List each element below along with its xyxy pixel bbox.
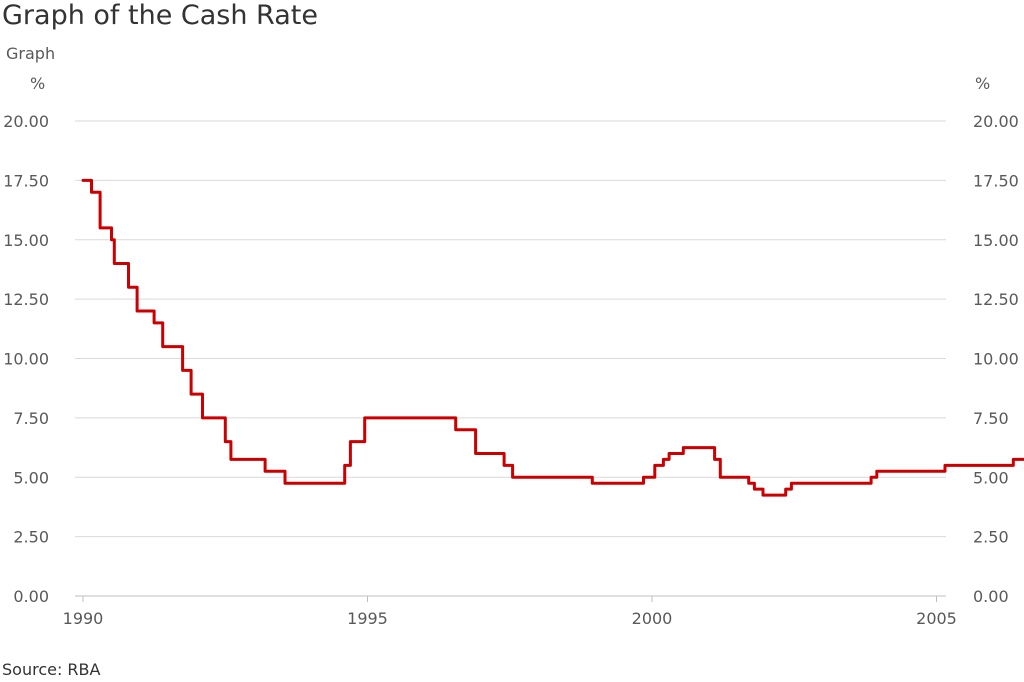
x-tick-label: 1990: [63, 609, 104, 628]
series-line-cash-rate: [81, 178, 1024, 497]
series-layer: [81, 178, 1024, 497]
y-tick-label-left: 0.00: [13, 587, 49, 606]
source-note: Source: RBA: [2, 660, 101, 679]
x-tick-label: 1995: [347, 609, 388, 628]
chart-subtitle: Graph: [6, 44, 56, 63]
chart-title: Graph of the Cash Rate: [2, 0, 318, 31]
y-tick-label-right: 0.00: [973, 587, 1009, 606]
y-tick-label-right: 7.50: [973, 409, 1009, 428]
y-tick-label-left: 5.00: [13, 468, 49, 487]
y-tick-label-right: 2.50: [973, 528, 1009, 547]
y-tick-label-left: 15.00: [3, 231, 49, 250]
x-tick-label: 2005: [916, 609, 957, 628]
y-tick-label-right: 5.00: [973, 468, 1009, 487]
y-tick-label-left: 20.00: [3, 112, 49, 131]
left-axis-unit: %: [30, 74, 45, 93]
gridlines: [75, 120, 946, 602]
y-tick-label-left: 10.00: [3, 350, 49, 369]
y-tick-label-left: 2.50: [13, 528, 49, 547]
y-tick-label-left: 17.50: [3, 171, 49, 190]
y-tick-label-right: 10.00: [973, 350, 1019, 369]
y-tick-label-right: 15.00: [973, 231, 1019, 250]
y-tick-label-right: 20.00: [973, 112, 1019, 131]
y-tick-label-left: 12.50: [3, 290, 49, 309]
x-tick-label: 2000: [632, 609, 673, 628]
y-tick-label-right: 12.50: [973, 290, 1019, 309]
y-tick-label-right: 17.50: [973, 171, 1019, 190]
tick-labels: 0.00 0.00 2.50 2.50 5.00 5.00 7.50 7.50 10.00 10.…: [3, 112, 1019, 628]
right-axis-unit: %: [975, 74, 990, 93]
y-tick-label-left: 7.50: [13, 409, 49, 428]
